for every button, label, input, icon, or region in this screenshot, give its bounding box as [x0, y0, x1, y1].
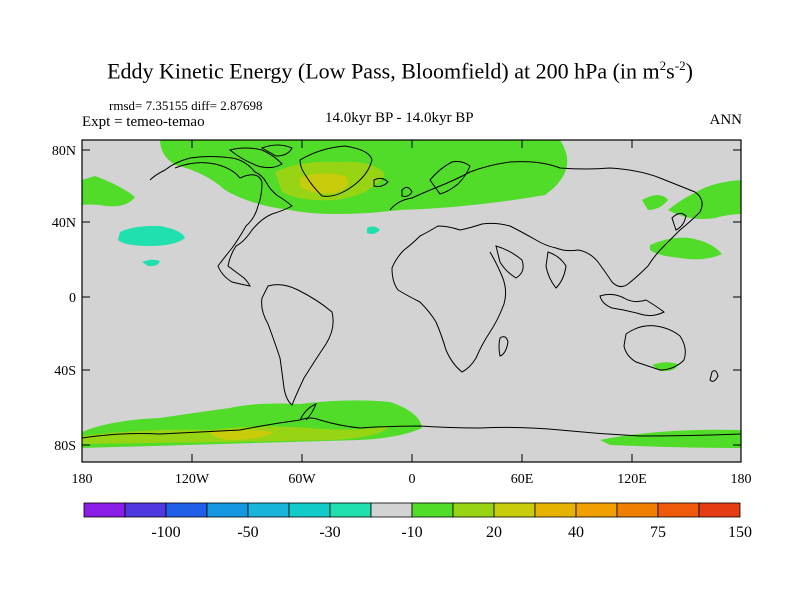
colorbar-label: -30 — [319, 524, 340, 541]
colorbar-swatch — [83, 502, 126, 518]
lon-tick-label: 120W — [175, 472, 210, 487]
coastline-india — [545, 251, 567, 289]
season-label: ANN — [709, 112, 743, 128]
lon-tick-label: 60E — [511, 472, 534, 487]
lon-tick-label: 180 — [72, 472, 93, 487]
lon-tick-label: 120E — [617, 472, 647, 487]
colorbar-label: 150 — [728, 524, 752, 541]
lon-tick-label: 180 — [731, 472, 752, 487]
lon-tick-label: 0 — [409, 472, 416, 487]
experiment-label: Expt = temeo-temao — [82, 114, 205, 130]
coastlines — [82, 144, 741, 439]
colorbar-label: 40 — [568, 524, 584, 541]
colorbar-swatch — [698, 502, 741, 518]
coastline-madagascar — [498, 336, 509, 357]
colorbar-label: -100 — [151, 524, 180, 541]
field-region-australia — [652, 362, 678, 372]
colorbar-swatch — [616, 502, 659, 518]
lat-tick-label: 0 — [69, 291, 76, 306]
field-region-north-pacific-east — [668, 180, 741, 219]
colorbar-swatch — [493, 502, 536, 518]
longitude-axis: 180 120W 60W 0 60E 120E 180 — [72, 140, 752, 487]
coastline-antarctica — [82, 417, 741, 439]
colorbar-label: 75 — [650, 524, 666, 541]
colorbar-label: -50 — [237, 524, 258, 541]
coastline-greenland — [299, 145, 373, 197]
subtitle: 14.0kyr BP - 14.0kyr BP — [325, 110, 474, 126]
coastline-australia — [623, 325, 686, 371]
stats-text: rmsd= 7.35155 diff= 2.87698 — [109, 98, 263, 113]
colorbar-swatch — [370, 502, 413, 518]
plot-title: Eddy Kinetic Energy (Low Pass, Bloomfiel… — [107, 58, 693, 84]
colorbar-swatch — [575, 502, 618, 518]
colorbar-swatch — [288, 502, 331, 518]
coastline-new-zealand — [709, 370, 719, 382]
field-region-southern-east — [600, 429, 741, 448]
colorbar-swatch — [329, 502, 372, 518]
colorbar-swatch — [534, 502, 577, 518]
colorbar: -100 -50 -30 -10 20 40 75 150 — [83, 502, 752, 541]
colorbar-swatch — [206, 502, 249, 518]
colorbar-swatch — [165, 502, 208, 518]
field-region-japan — [642, 195, 668, 210]
field-region-west-pacific — [650, 237, 722, 260]
coastline-arctic-islands — [228, 144, 293, 169]
coastline-antarctic-peninsula — [299, 403, 317, 421]
colorbar-swatch — [247, 502, 290, 518]
colorbar-swatch — [411, 502, 454, 518]
coastline-south-america — [261, 284, 334, 406]
coastline-iceland — [373, 177, 389, 187]
coastline-japan — [671, 212, 687, 231]
field-contours — [82, 140, 741, 448]
lat-tick-label: 40N — [52, 216, 76, 231]
coastline-north-america — [149, 156, 293, 287]
lat-tick-label: 80N — [52, 144, 76, 159]
latitude-axis: 80N 40N 0 40S 80S — [52, 144, 741, 454]
coastline-europe — [389, 161, 703, 373]
field-region-southern-orange — [210, 430, 275, 440]
field-region-pacific-negative-small — [142, 259, 160, 267]
coastline-british-isles — [401, 186, 413, 197]
field-region-north-pacific-west — [82, 176, 135, 207]
colorbar-swatch — [124, 502, 167, 518]
lon-tick-label: 60W — [288, 472, 316, 487]
colorbar-label: 20 — [486, 524, 502, 541]
lat-tick-label: 80S — [54, 439, 76, 454]
field-region-orange-north — [300, 173, 349, 194]
lat-tick-label: 40S — [54, 364, 76, 379]
field-region-pacific-negative — [118, 225, 185, 246]
colorbar-swatch — [452, 502, 495, 518]
coastline-arabia — [495, 245, 524, 279]
coastline-indonesia — [599, 293, 665, 317]
colorbar-label: -10 — [401, 524, 422, 541]
field-region-atlantic-negative — [367, 226, 380, 234]
colorbar-swatch — [657, 502, 700, 518]
coastline-scandinavia — [429, 161, 471, 195]
